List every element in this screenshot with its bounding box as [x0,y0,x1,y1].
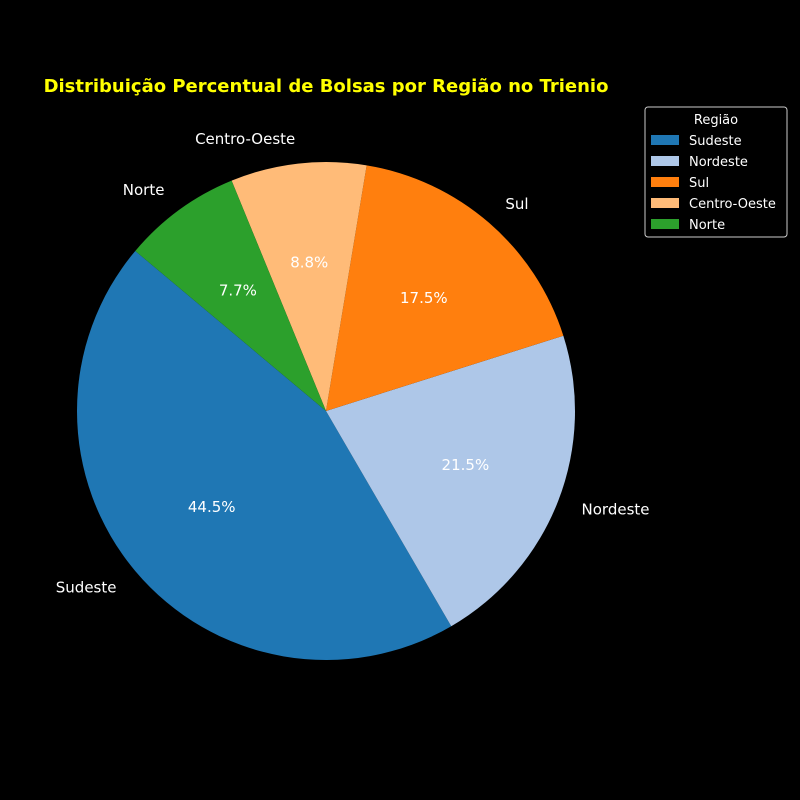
legend-swatch-nordeste [651,156,679,166]
percent-label-centro-oeste: 8.8% [290,254,328,272]
legend-swatch-norte [651,219,679,229]
legend-entry-nordeste: Nordeste [689,155,748,170]
percent-label-sudeste: 44.5% [188,498,236,516]
slice-label-norte: Norte [123,181,165,199]
slice-label-sul: Sul [505,195,528,213]
legend-title: Região [694,113,738,128]
slice-label-nordeste: Nordeste [582,501,650,519]
chart-title: Distribuição Percentual de Bolsas por Re… [44,76,609,97]
legend-items: Sudeste Nordeste Sul Centro-Oeste Norte [651,134,776,233]
pie-slice-norte [135,180,326,411]
pie-slice-sul [326,165,564,411]
pie-labels: Sudeste 44.5% Nordeste 21.5% Sul 17.5% Centro-… [56,130,650,597]
legend-frame [644,106,788,238]
slice-label-sudeste: Sudeste [56,578,117,596]
legend-swatch-centro-oeste [651,198,679,208]
legend-entry-sul: Sul [689,176,709,191]
pie-slice-sudeste [76,250,452,660]
slice-label-centro-oeste: Centro-Oeste [195,130,295,148]
pie-slice-centro-oeste [231,162,367,411]
pie-slices [76,162,575,660]
percent-label-sul: 17.5% [400,289,448,307]
legend-entry-norte: Norte [689,218,725,233]
legend-swatch-sudeste [651,135,679,145]
legend: Região Sudeste Nordeste Sul Centro-Oeste Nor… [644,106,788,238]
legend-swatch-sul [651,177,679,187]
legend-entry-sudeste: Sudeste [689,134,742,149]
percent-label-norte: 7.7% [219,281,257,299]
pie-slice-nordeste [326,335,575,627]
legend-entry-centro-oeste: Centro-Oeste [689,197,776,212]
percent-label-nordeste: 21.5% [442,456,490,474]
